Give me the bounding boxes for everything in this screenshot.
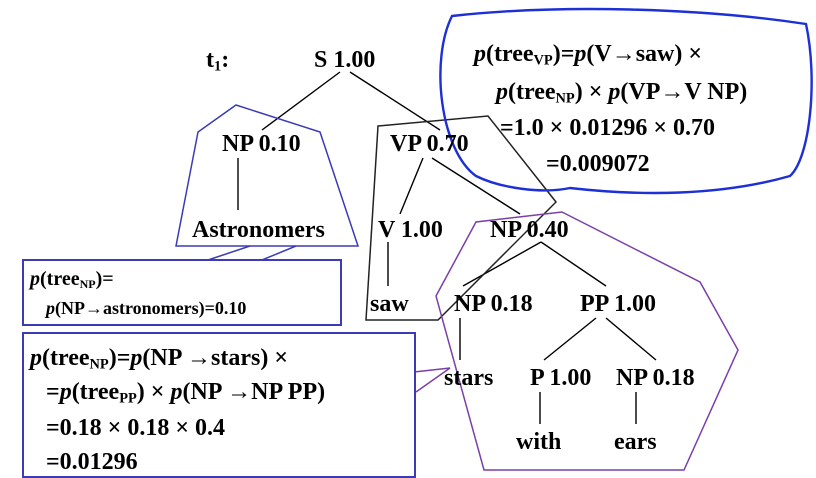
vp-bubble-line-2: p(treeNP) × p(VP→V NP) bbox=[496, 79, 748, 107]
vp-subtree-outline bbox=[365, 115, 558, 321]
node-np-018b: NP 0.18 bbox=[616, 365, 695, 391]
node-stars: stars bbox=[444, 365, 494, 391]
node-with: with bbox=[516, 429, 562, 455]
vp-bubble-line-1: p(treeVP)=p(V→saw) × bbox=[474, 41, 703, 69]
vp-bubble-line-4: =0.009072 bbox=[546, 151, 650, 177]
np-stars-subtree-outline bbox=[435, 211, 739, 471]
node-saw: saw bbox=[370, 291, 409, 317]
np-stars-line-1: p(treeNP)=p(NP →stars) × bbox=[30, 345, 289, 373]
node-np-top: NP 0.10 bbox=[222, 131, 301, 157]
np-stars-box: p(treeNP)=p(NP →stars) × =p(treePP) × p(… bbox=[22, 332, 416, 478]
tree-label: t1: bbox=[206, 47, 230, 75]
np-stars-line-4: =0.01296 bbox=[46, 449, 138, 475]
vp-bubble-line-3: =1.0 × 0.01296 × 0.70 bbox=[500, 115, 716, 141]
np-astronomers-line-1: p(treeNP)= bbox=[30, 268, 114, 291]
node-pp: PP 1.00 bbox=[580, 291, 656, 317]
np-stars-line-2: =p(treePP) × p(NP →NP PP) bbox=[46, 379, 326, 407]
node-v: V 1.00 bbox=[378, 217, 443, 243]
np-astronomers-box: p(treeNP)= p(NP→astronomers)=0.10 bbox=[22, 259, 342, 326]
node-astronomers: Astronomers bbox=[192, 217, 325, 243]
np-stars-line-3: =0.18 × 0.18 × 0.4 bbox=[46, 415, 226, 441]
node-vp: VP 0.70 bbox=[390, 131, 469, 157]
node-np-018a: NP 0.18 bbox=[454, 291, 533, 317]
np-astronomers-line-2: p(NP→astronomers)=0.10 bbox=[46, 298, 247, 318]
node-ears: ears bbox=[614, 429, 657, 455]
node-p: P 1.00 bbox=[530, 365, 592, 391]
np-subtree-outline bbox=[175, 104, 360, 247]
node-np-040: NP 0.40 bbox=[490, 217, 569, 243]
node-s: S 1.00 bbox=[314, 47, 376, 73]
vp-bubble-outline bbox=[439, 7, 813, 195]
